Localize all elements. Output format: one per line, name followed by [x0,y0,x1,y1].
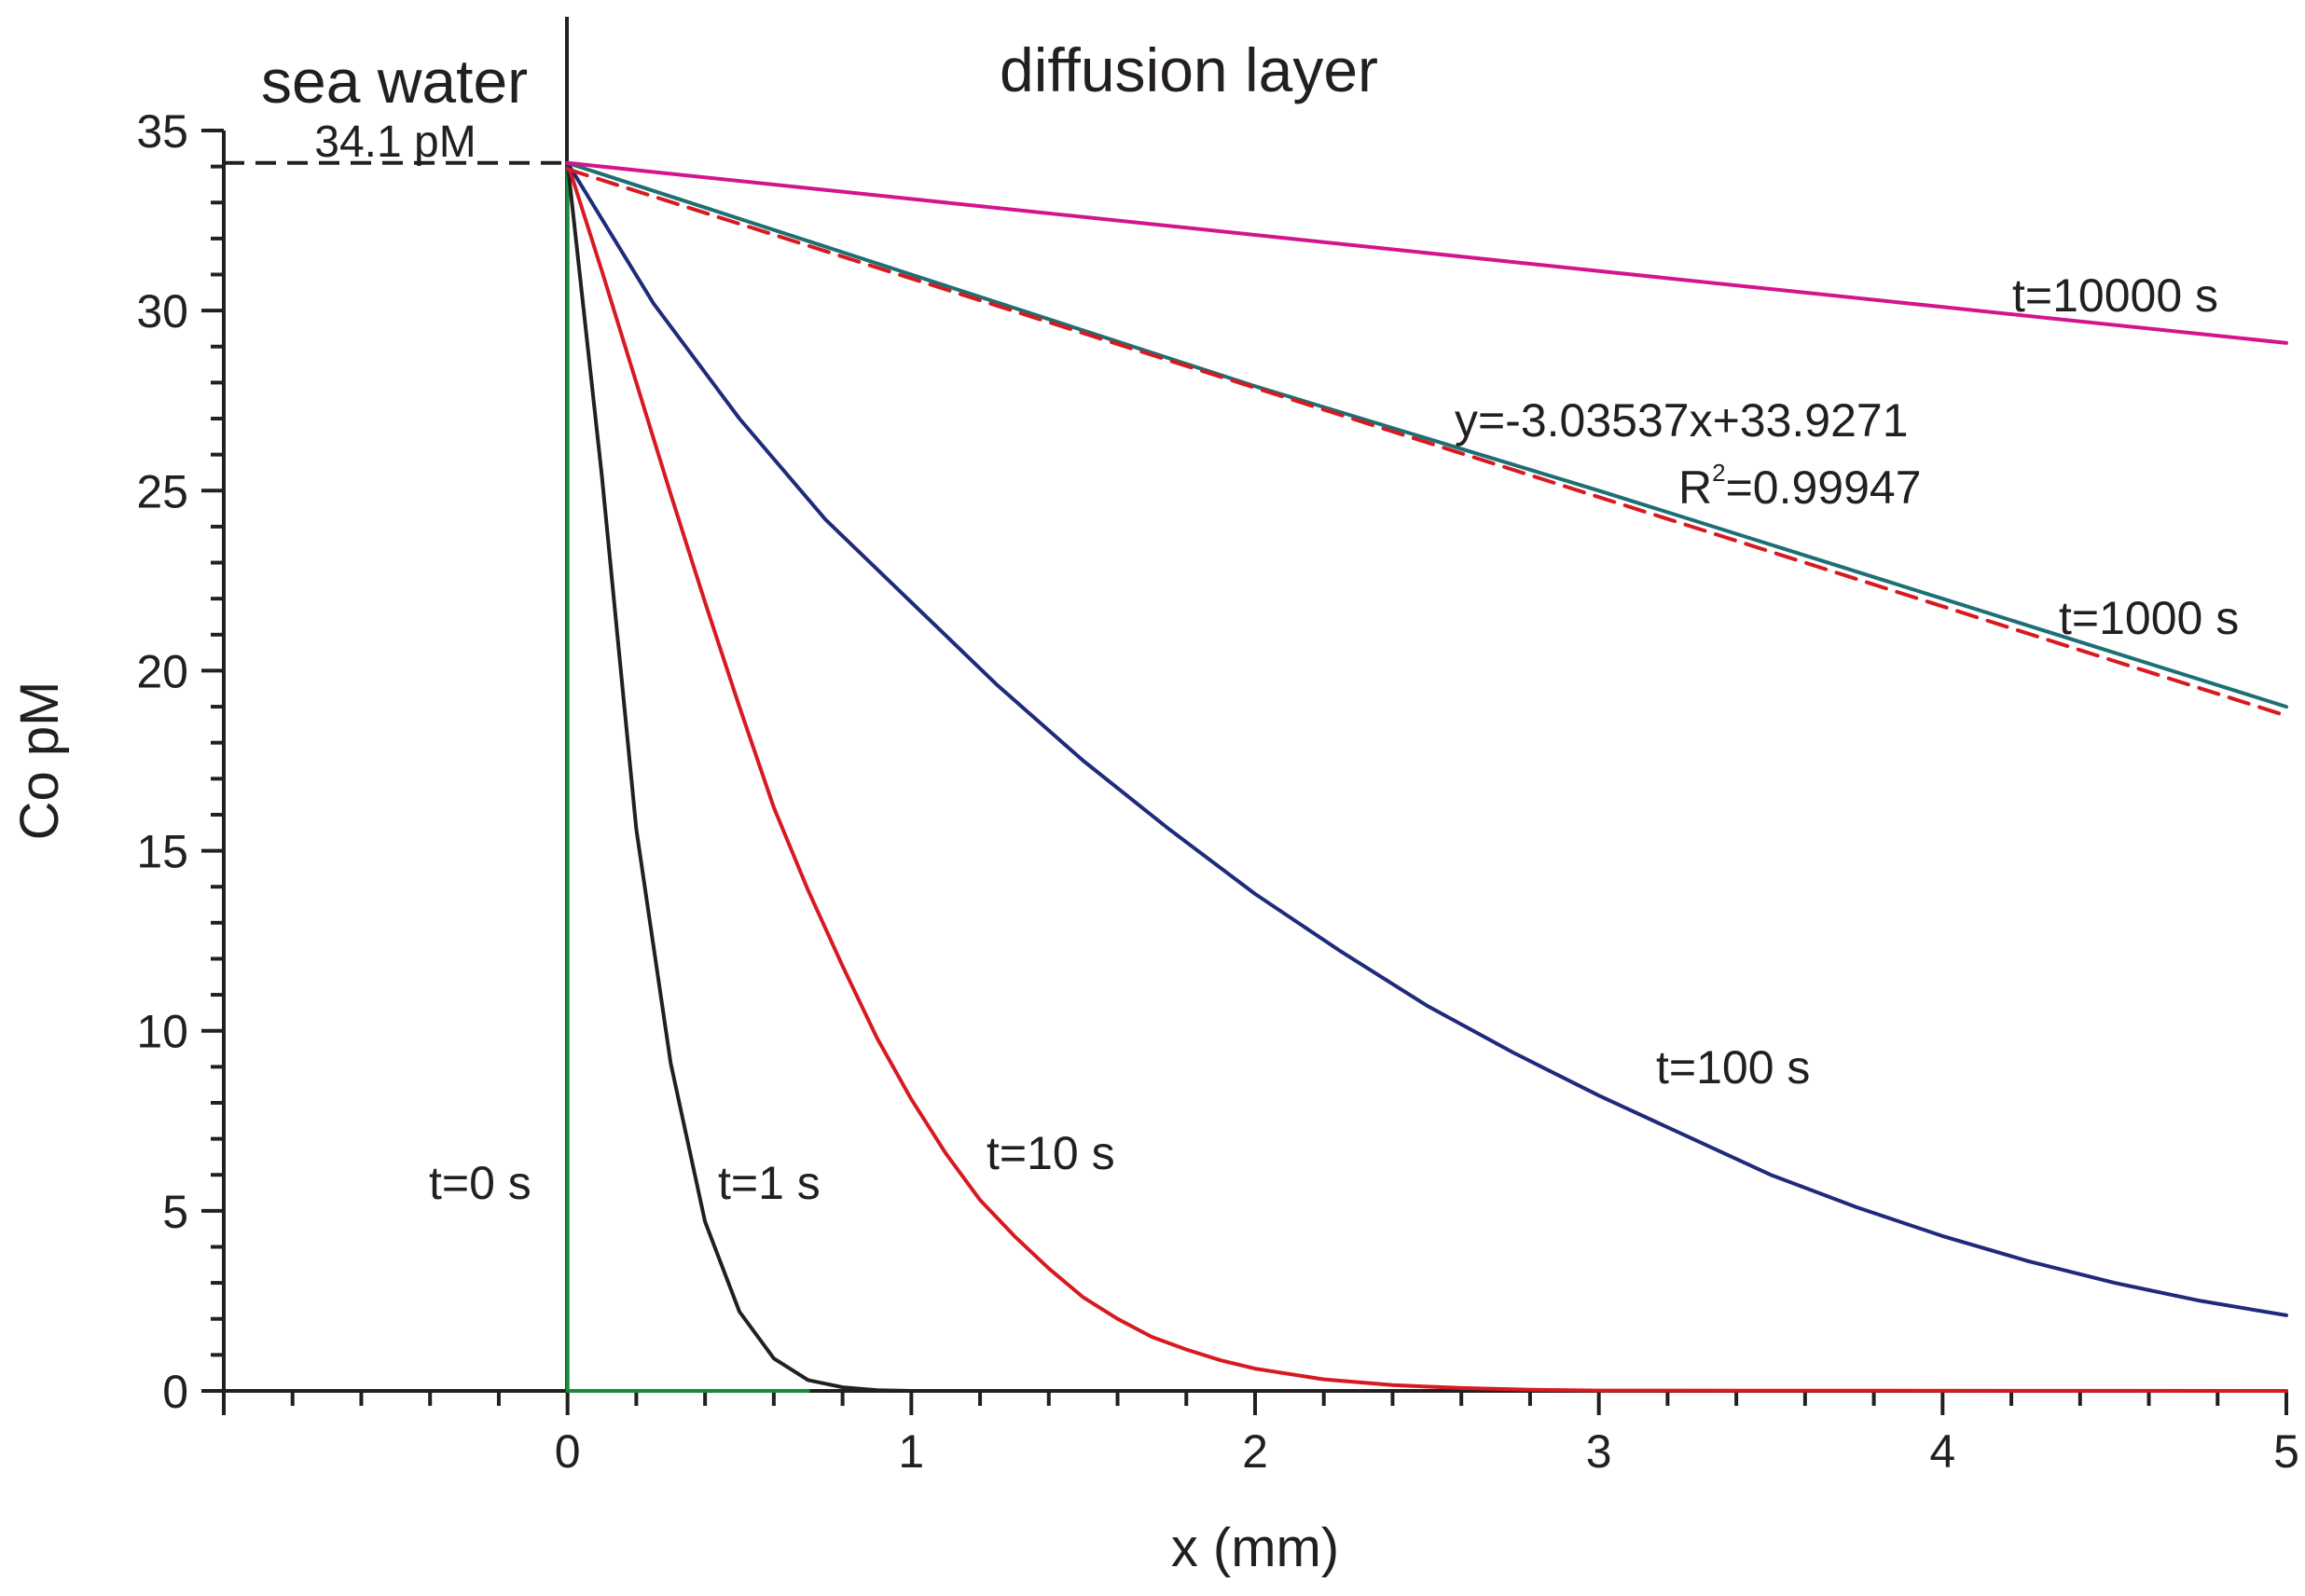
y-tick-label: 25 [136,465,188,517]
r-squared-value: =0.99947 [1726,461,1922,514]
linear-fit-line [565,167,2288,718]
curve-label-t10000: t=10000 s [2012,269,2218,322]
fit-r-squared: R2=0.99947 [1678,459,1922,514]
sea-water-label: sea water [261,47,528,116]
x-tick-label: 2 [1242,1425,1268,1478]
y-tick-label: 10 [136,1006,188,1058]
y-tick-label: 35 [136,105,188,158]
y-tick-label: 5 [162,1186,188,1238]
x-axis-title: x (mm) [1171,1518,1339,1578]
r-squared-superscript: 2 [1712,459,1725,487]
curve-label-t0: t=0 s [429,1157,531,1209]
y-tick-label: 0 [162,1366,188,1418]
concentration-curves [565,160,2288,1393]
x-tick-label: 4 [1929,1425,1955,1478]
x-tick-label: 3 [1586,1425,1612,1478]
curve-t-100-s [565,160,2288,1317]
curve-t-10000-s [565,160,2288,345]
x-tick-label: 0 [555,1425,581,1478]
y-tick-label: 20 [136,645,188,697]
curve-t-0-s [565,160,810,1393]
axis-ticks [201,129,2288,1415]
y-tick-label: 15 [136,826,188,878]
y-axis-title: Co pM [9,681,70,841]
curve-t-1-s [565,160,2288,1393]
curve-t-10-s [565,160,2288,1393]
seawater-level-label: 34.1 pM [314,117,476,167]
r-squared-r: R [1678,461,1712,514]
x-tick-label: 1 [898,1425,924,1478]
diffusion-layer-label: diffusion layer [1000,35,1378,104]
axes [222,17,2286,1393]
axis-tick-labels: 0 1 2 3 4 5 0 5 10 15 20 25 30 35 [136,105,2299,1478]
curve-label-t1000: t=1000 s [2059,592,2239,644]
curve-label-t100: t=100 s [1656,1041,1810,1094]
curve-label-t1: t=1 s [718,1157,821,1209]
y-tick-label: 30 [136,285,188,337]
curve-t-1000-s [565,160,2288,709]
fit-equation: y=-3.03537x+33.9271 [1455,394,1909,447]
x-tick-label: 5 [2273,1425,2299,1478]
curve-label-t10: t=10 s [987,1127,1115,1179]
